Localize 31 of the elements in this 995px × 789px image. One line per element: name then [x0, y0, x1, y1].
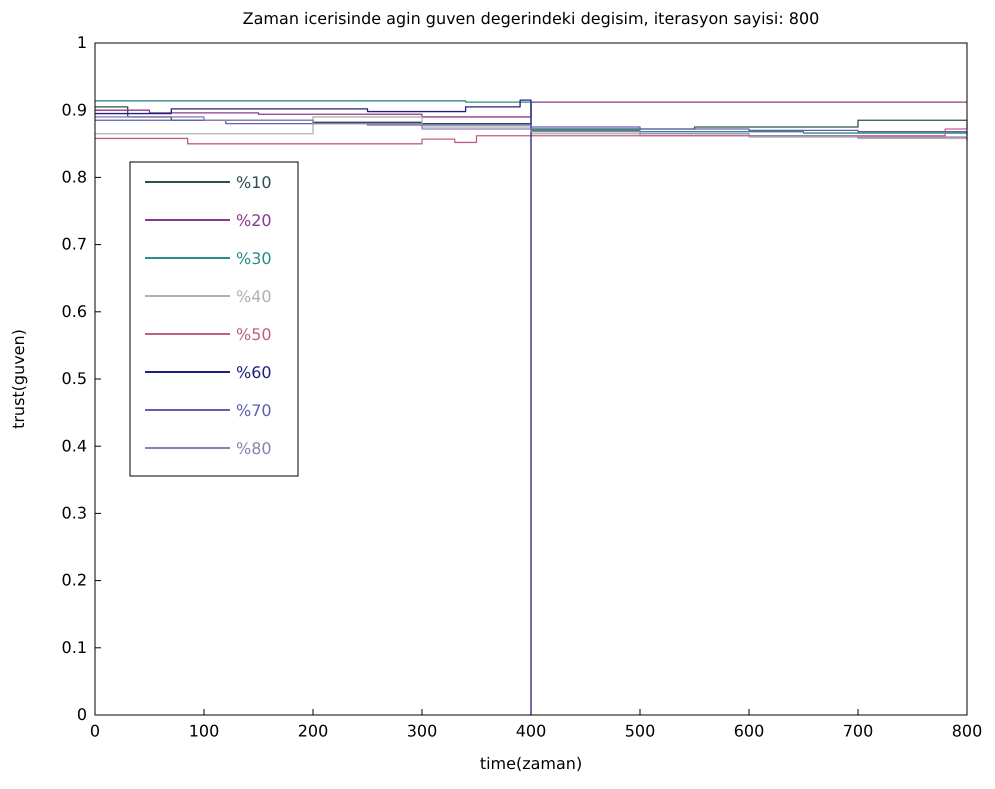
- y-tick-label: 1: [76, 33, 87, 52]
- y-tick-label: 0.9: [62, 100, 87, 120]
- x-tick-label: 100: [188, 721, 220, 740]
- x-tick-label: 700: [842, 721, 874, 740]
- text: %30: [236, 249, 272, 268]
- text: %60: [236, 363, 272, 382]
- text: %80: [236, 439, 272, 458]
- text: %10: [236, 173, 272, 192]
- x-tick-label: 800: [952, 721, 982, 740]
- y-tick-label: 0.6: [62, 302, 87, 321]
- y-tick-label: 0.1: [62, 638, 87, 657]
- text: %20: [236, 211, 272, 230]
- x-tick-label: 400: [516, 721, 546, 740]
- x-tick-label: 200: [298, 721, 328, 740]
- text: %50: [236, 325, 272, 344]
- y-tick-label: 0.7: [62, 234, 87, 254]
- y-tick-label: 0: [76, 705, 87, 724]
- chart-title: Zaman icerisinde agin guven degerindeki degisim, iterasyon sayisi: 800: [242, 9, 820, 28]
- x-axis-title: time(zaman): [480, 754, 582, 773]
- x-tick-label: 600: [734, 721, 764, 740]
- text: %40: [236, 287, 272, 306]
- x-tick-label: 0: [90, 721, 100, 740]
- x-tick-label: 500: [624, 721, 656, 740]
- y-tick-label: 0.5: [62, 369, 87, 388]
- y-axis-title: trust(guven): [9, 329, 28, 429]
- y-tick-label: 0.3: [62, 504, 87, 523]
- x-tick-label: 300: [406, 721, 438, 740]
- y-tick-label: 0.8: [62, 168, 87, 187]
- y-tick-label: 0.2: [62, 570, 87, 590]
- y-tick-label: 0.4: [62, 436, 87, 456]
- text: %70: [236, 401, 272, 420]
